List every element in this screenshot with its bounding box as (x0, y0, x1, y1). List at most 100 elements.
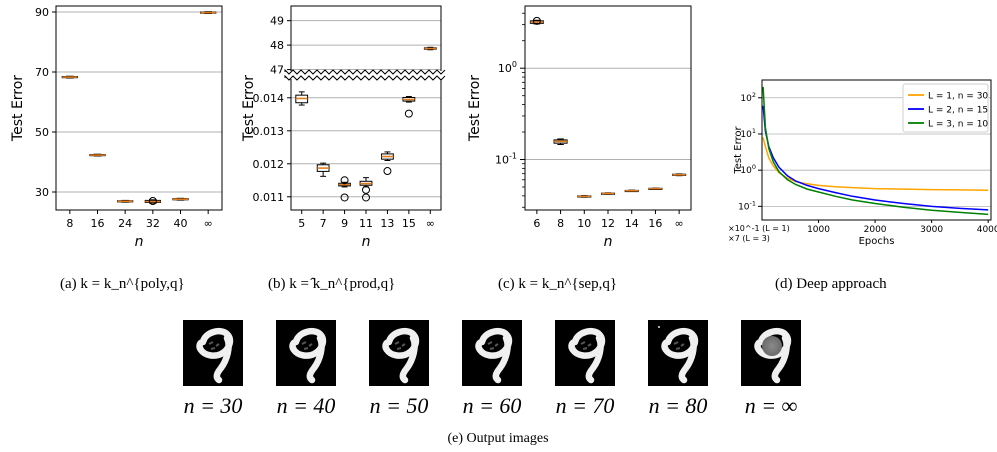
digit-tail (306, 334, 325, 384)
output-image-label-0: n = 30 (184, 393, 243, 418)
x-tick-label: 3000 (920, 225, 943, 235)
box-9-outlier-0 (340, 176, 349, 185)
digit-loop (754, 328, 792, 359)
box-7 (316, 162, 330, 177)
box-11 (359, 177, 373, 202)
output-image-label-6: n = ∞ (745, 393, 798, 418)
y-tick-label: 0.012 (253, 158, 285, 171)
output-image-label-3: n = 60 (463, 393, 522, 418)
box-11-outlier-0 (362, 185, 370, 194)
digit-loop (382, 328, 420, 359)
box-16 (89, 153, 106, 157)
box-8 (553, 138, 568, 146)
digit-tail (492, 334, 511, 384)
y-axis-label: Test Error (10, 75, 26, 142)
scale-note-1: ×7 (L = 3) (728, 234, 770, 243)
y-tick-label: 10-1 (738, 199, 756, 212)
legend-box (902, 83, 989, 133)
x-axis-label: n (604, 234, 613, 250)
series-line-2 (762, 86, 989, 216)
y-tick-label: 47 (270, 64, 284, 77)
y-tick-label: 102 (740, 91, 756, 104)
x-tick-label: 8 (557, 217, 564, 230)
output-image-6 (741, 320, 801, 386)
y-tick-label: 30 (35, 186, 49, 199)
box-15 (402, 95, 416, 118)
caption-a: (a) k = k_n^{poly,q} (60, 276, 185, 292)
box-24 (117, 199, 134, 203)
digit-texture (487, 341, 499, 350)
x-tick-label: 16 (91, 217, 105, 230)
y-tick-label: 70 (35, 66, 49, 79)
output-image-1 (276, 320, 336, 386)
x-tick-label: 12 (601, 217, 615, 230)
x-tick-label: 14 (625, 217, 639, 230)
x-tick-label: 15 (402, 217, 416, 230)
legend-label-1: L = 2, n = 15 (928, 106, 988, 116)
box-40 (172, 197, 189, 201)
output-image-label-5: n = 80 (649, 393, 708, 418)
axes-frame (524, 5, 692, 211)
box-∞ (672, 173, 687, 177)
box-11-outlier-1 (362, 193, 370, 202)
box-13-outlier-0 (383, 167, 392, 176)
output-image-label-2: n = 50 (370, 393, 429, 418)
output-image-4 (555, 320, 615, 386)
output-image-label-4: n = 70 (556, 393, 615, 418)
x-tick-label: 4000 (977, 225, 997, 235)
box-9 (338, 176, 351, 202)
box-12 (600, 192, 616, 195)
x-tick-label: ∞ (204, 217, 213, 230)
x-tick-label: 11 (359, 217, 373, 230)
caption-c: (c) k = k_n^{sep,q} (498, 276, 617, 292)
x-tick-label: 2000 (864, 225, 887, 235)
x-tick-label: 32 (146, 217, 160, 230)
x-tick-label: 10 (577, 217, 591, 230)
x-tick-label: 40 (174, 217, 188, 230)
box-6-outlier-0 (532, 16, 541, 25)
legend-label-0: L = 1, n = 30 (928, 92, 988, 102)
y-tick-label: 48 (270, 39, 284, 52)
axes-frame-top (290, 5, 442, 72)
digit-loop (196, 328, 234, 359)
box-16 (648, 187, 663, 190)
caption-d: (d) Deep approach (775, 276, 887, 292)
digit-texture (580, 341, 592, 350)
blurred-region (762, 336, 782, 356)
y-tick-label: 100 (498, 60, 517, 75)
digit-tail (678, 334, 697, 384)
axis-break-wave-bottom (284, 74, 446, 81)
box-14 (624, 189, 639, 193)
digit-tail (585, 334, 604, 384)
y-axis-label: Test Error (241, 75, 257, 142)
digit-texture (673, 341, 685, 350)
caption-e: (e) Output images (447, 431, 548, 446)
artifact-dot (658, 326, 660, 328)
digit-loop (568, 328, 606, 359)
x-tick-label: 9 (341, 217, 348, 230)
y-tick-label: 50 (35, 126, 49, 139)
output-image-label-1: n = 40 (277, 393, 336, 418)
digit-loop (475, 328, 513, 359)
y-tick-label: 10-1 (495, 152, 517, 167)
box-∞ (200, 11, 217, 14)
y-tick-label: 90 (35, 6, 49, 19)
caption-b: (b) k = ̂k_n^{prod,q} (268, 276, 395, 292)
y-tick-label: 0.014 (253, 92, 285, 105)
panel-c-chart: 100 10-1 6 8 10 12 14 16 ∞ n Test Error (467, 5, 692, 250)
digit-texture (394, 341, 406, 350)
y-tick-exponent: 0 (512, 60, 517, 69)
digit-loop (661, 328, 699, 359)
x-tick-label: 24 (118, 217, 132, 230)
axes-frame (55, 5, 223, 211)
axes-frame (761, 79, 992, 221)
panel-a-chart: 30 50 70 90 8 16 24 32 40 ∞ n Test Error (10, 5, 223, 250)
x-axis-label: Epochs (859, 236, 895, 247)
box-8 (61, 75, 78, 79)
y-tick-exponent: 1 (752, 127, 756, 135)
box-13 (381, 151, 394, 176)
digit-texture (208, 341, 220, 350)
box-32-outlier-0 (148, 197, 157, 205)
